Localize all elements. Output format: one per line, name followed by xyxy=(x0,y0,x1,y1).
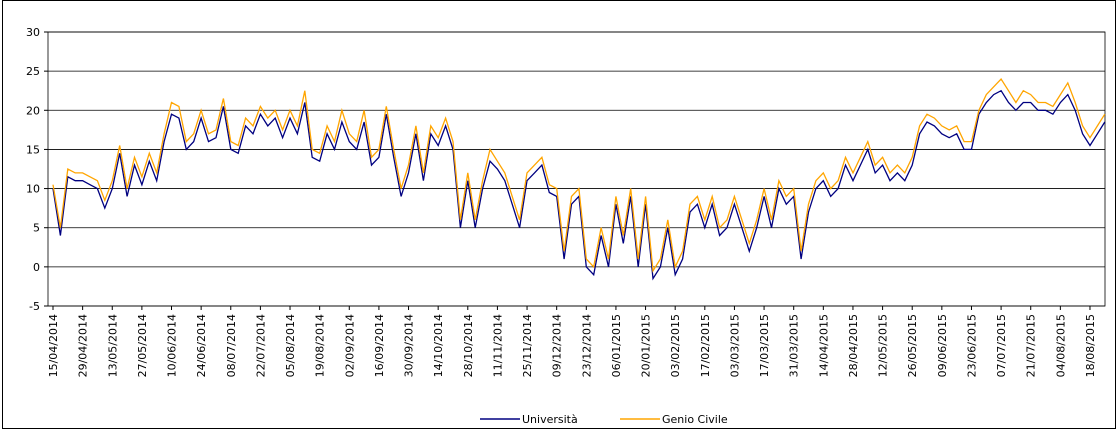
x-tick-label: 22/07/2014 xyxy=(254,314,267,377)
x-tick-label: 09/12/2014 xyxy=(551,314,564,377)
x-tick-label: 31/03/2015 xyxy=(788,314,801,377)
x-tick-label: 09/06/2015 xyxy=(936,314,949,377)
series-line xyxy=(52,77,1106,273)
x-tick-label: 18/08/2015 xyxy=(1084,314,1097,377)
x-tick-label: 12/05/2015 xyxy=(877,314,890,377)
y-tick-label: 25 xyxy=(26,65,40,78)
x-tick-label: 21/07/2015 xyxy=(1025,314,1038,377)
x-tick-label: 23/12/2014 xyxy=(580,314,593,377)
plot-border xyxy=(47,31,1106,307)
y-tick-label: 15 xyxy=(26,143,40,156)
x-tick-label: 27/05/2014 xyxy=(136,314,149,377)
x-tick-label: 07/07/2015 xyxy=(995,314,1008,377)
x-tick-label: 03/02/2015 xyxy=(669,314,682,377)
x-tick-label: 02/09/2014 xyxy=(343,314,356,377)
series-line xyxy=(52,89,1106,281)
x-tick-label: 04/08/2015 xyxy=(1054,314,1067,377)
x-tick-label: 25/11/2014 xyxy=(521,314,534,377)
x-tick-label: 17/03/2015 xyxy=(758,314,771,377)
x-tick-label: 28/04/2015 xyxy=(847,314,860,377)
x-tick-label: 13/05/2014 xyxy=(106,314,119,377)
x-tick-label: 28/10/2014 xyxy=(462,314,475,377)
x-tick-label: 30/09/2014 xyxy=(403,314,416,377)
x-tick-label: 14/10/2014 xyxy=(432,314,445,377)
x-tick-label: 20/01/2015 xyxy=(640,314,653,377)
x-tick-label: 05/08/2014 xyxy=(284,314,297,377)
y-tick-label: 30 xyxy=(26,26,40,39)
x-tick-label: 10/06/2014 xyxy=(166,314,179,377)
x-tick-label: 03/03/2015 xyxy=(728,314,741,377)
legend-label: Genio Civile xyxy=(662,413,728,426)
x-tick-label: 11/11/2014 xyxy=(491,314,504,377)
y-tick-label: 20 xyxy=(26,104,40,117)
x-tick-label: 26/05/2015 xyxy=(906,314,919,377)
x-tick-label: 23/06/2015 xyxy=(965,314,978,377)
x-tick-label: 14/04/2015 xyxy=(817,314,830,377)
x-tick-label: 29/04/2014 xyxy=(77,314,90,377)
x-tick-label: 15/04/2014 xyxy=(47,314,60,377)
x-tick-label: 17/02/2015 xyxy=(699,314,712,377)
x-tick-label: 24/06/2014 xyxy=(195,314,208,377)
y-tick-label: 5 xyxy=(33,222,40,235)
x-tick-label: 08/07/2014 xyxy=(225,314,238,377)
legend-label: Università xyxy=(522,413,578,426)
y-tick-label: 10 xyxy=(26,183,40,196)
y-tick-label: -5 xyxy=(29,300,40,313)
y-tick-label: 0 xyxy=(33,261,40,274)
x-tick-label: 19/08/2014 xyxy=(314,314,327,377)
x-tick-label: 16/09/2014 xyxy=(373,314,386,377)
x-tick-label: 06/01/2015 xyxy=(610,314,623,377)
